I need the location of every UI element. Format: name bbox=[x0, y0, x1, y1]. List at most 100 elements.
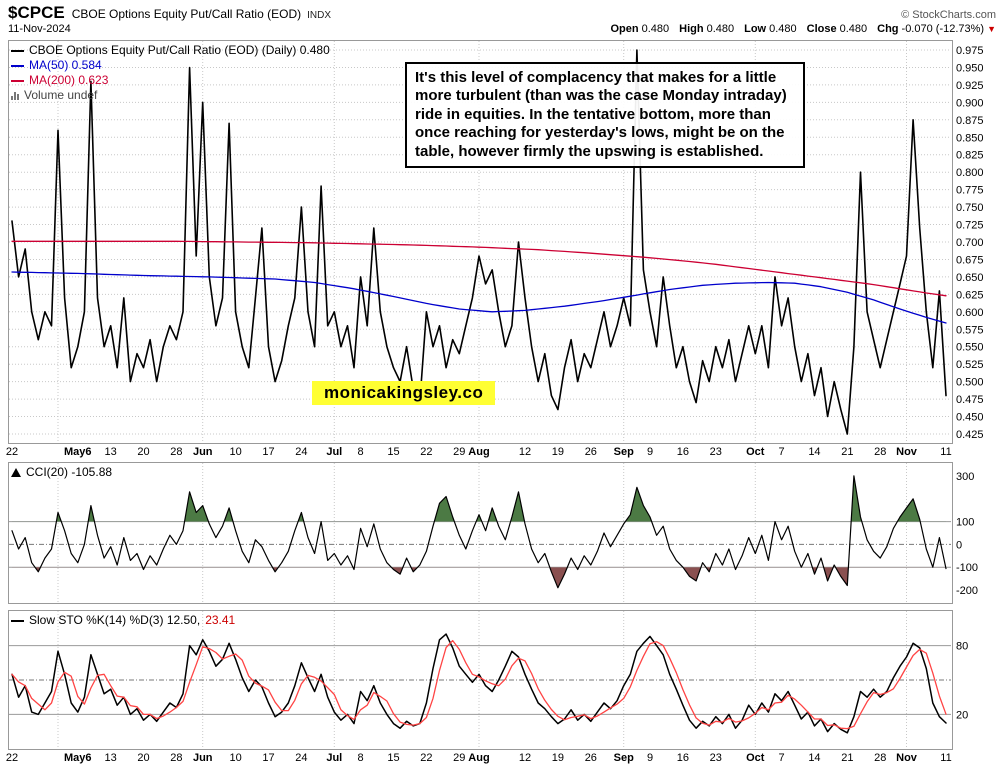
x-axis-label: Nov bbox=[896, 752, 917, 764]
x-axis-label: 13 bbox=[104, 752, 117, 764]
y-axis-label: 0.475 bbox=[956, 394, 984, 406]
sto-chart: 80 20 bbox=[8, 610, 968, 750]
chart-header: $CPCE CBOE Options Equity Put/Call Ratio… bbox=[0, 3, 1004, 40]
y-axis-label: 0.550 bbox=[956, 342, 984, 354]
x-axis-label: 29 bbox=[453, 446, 466, 458]
x-axis-label: 9 bbox=[646, 446, 654, 458]
quote-strip: Open 0.480 High 0.480 Low 0.480 Close 0.480 … bbox=[600, 23, 996, 35]
watermark: monicakingsley.co bbox=[312, 381, 496, 405]
main-chart-panel: 0.975 0.950 0.925 0.900 0.875 0.850 0.825 0.800… bbox=[0, 40, 1004, 444]
x-axis-label: 24 bbox=[295, 446, 308, 458]
ma50-line bbox=[11, 271, 947, 324]
cci-chart: 300 100 0 -100 -200 bbox=[8, 462, 978, 604]
symbol: $CPCE bbox=[8, 3, 65, 22]
y-axis-label: 20 bbox=[956, 709, 968, 721]
x-axis-label: 28 bbox=[170, 446, 183, 458]
sto-line-swatch bbox=[11, 619, 24, 622]
open-label: Open bbox=[610, 23, 639, 35]
x-axis-label: 16 bbox=[676, 752, 690, 764]
annotation-box: It's this level of complacency that make… bbox=[405, 62, 805, 169]
y-axis-label: 0.850 bbox=[956, 132, 984, 144]
open-value: 0.480 bbox=[641, 23, 670, 35]
volume-bars-icon bbox=[11, 91, 19, 100]
x-axis-label: 12 bbox=[518, 752, 532, 764]
x-axis-label: 14 bbox=[808, 446, 821, 458]
x-axis-label: 22 bbox=[420, 446, 433, 458]
low-label: Low bbox=[744, 23, 767, 35]
x-axis-label: 21 bbox=[841, 752, 854, 764]
cci-legend-label: CCI(20) -105.88 bbox=[26, 465, 113, 479]
x-axis-label: Oct bbox=[746, 752, 765, 764]
x-axis-label: 14 bbox=[808, 752, 821, 764]
x-axis-label: 17 bbox=[262, 446, 275, 458]
y-axis-label: 0.700 bbox=[956, 237, 984, 249]
x-axis-label: Jul bbox=[326, 446, 343, 458]
y-axis-label: -200 bbox=[956, 585, 978, 597]
sto-d-value: 23.41 bbox=[205, 613, 236, 627]
x-axis-label: 15 bbox=[387, 752, 400, 764]
cci-line bbox=[11, 475, 947, 589]
y-axis-label: 0.625 bbox=[956, 289, 984, 301]
x-axis-label: 19 bbox=[551, 446, 565, 458]
y-axis-label: 0.975 bbox=[956, 45, 984, 57]
x-axis-label: 22 bbox=[5, 446, 19, 458]
x-axis-label: 21 bbox=[841, 446, 854, 458]
ma200-line bbox=[11, 240, 947, 297]
sto-d-line bbox=[11, 639, 947, 730]
high-label: High bbox=[679, 23, 704, 35]
x-axis-label: 17 bbox=[262, 752, 275, 764]
y-axis-label: 0.750 bbox=[956, 202, 984, 214]
x-axis-label: 10 bbox=[229, 446, 242, 458]
cci-panel: 300 100 0 -100 -200 CCI(20) -105.88 bbox=[0, 462, 1004, 604]
chart-date: 11-Nov-2024 bbox=[8, 23, 71, 35]
ma50-legend-label: MA(50) 0.584 bbox=[29, 58, 102, 72]
volume-legend-label: Volume undef bbox=[24, 88, 98, 102]
down-arrow-icon: ▼ bbox=[987, 24, 996, 34]
x-axis-label: Oct bbox=[746, 446, 765, 458]
sto-legend: Slow STO %K(14) %D(3) 12.50, 23.41 bbox=[11, 613, 235, 628]
x-axis-labels-bottom: 22 May6 13 20 28 Jun 10 17 24 Jul 8 15 22 29 Aug 12 19 26… bbox=[0, 750, 1004, 768]
x-axis-label: 11 bbox=[940, 446, 952, 458]
main-chart-legend: CBOE Options Equity Put/Call Ratio (EOD)… bbox=[11, 43, 330, 103]
x-axis-label: 13 bbox=[104, 446, 117, 458]
x-axis-label: 22 bbox=[420, 752, 433, 764]
y-axis-label: 0.600 bbox=[956, 307, 984, 319]
x-axis-label: Sep bbox=[613, 752, 634, 764]
x-axis-label: Jun bbox=[192, 446, 213, 458]
x-axis-label: 28 bbox=[874, 446, 887, 458]
y-axis-label: 0.500 bbox=[956, 377, 984, 389]
x-axis-label: 24 bbox=[295, 752, 308, 764]
x-axis-label: 28 bbox=[170, 752, 183, 764]
exchange-label: INDX bbox=[307, 10, 332, 21]
x-axis-label: Nov bbox=[896, 446, 917, 458]
x-axis-label: 23 bbox=[709, 752, 722, 764]
y-axis-label: 0.950 bbox=[956, 62, 984, 74]
chg-label: Chg bbox=[877, 23, 899, 35]
x-axis-label: 7 bbox=[778, 446, 785, 458]
low-value: 0.480 bbox=[769, 23, 797, 35]
price-line-swatch bbox=[11, 49, 24, 52]
y-axis-label: 0.650 bbox=[956, 272, 984, 284]
x-axis-label: 26 bbox=[584, 752, 597, 764]
y-axis-label: 0.450 bbox=[956, 412, 984, 424]
y-axis-label: 0.925 bbox=[956, 80, 984, 92]
x-axis-label: May6 bbox=[64, 446, 92, 458]
x-axis-label: 22 bbox=[5, 752, 19, 764]
close-label: Close bbox=[806, 23, 837, 35]
high-value: 0.480 bbox=[706, 23, 735, 35]
sto-legend-label: Slow STO %K(14) %D(3) 12.50, bbox=[29, 613, 201, 627]
x-axis-label: 8 bbox=[357, 752, 364, 764]
y-axis-label: 100 bbox=[956, 517, 974, 529]
y-axis-label: 0.875 bbox=[956, 115, 984, 127]
x-axis-label: 15 bbox=[387, 446, 400, 458]
y-axis-label: 0.425 bbox=[956, 429, 984, 441]
y-axis-label: 0.825 bbox=[956, 150, 984, 162]
x-axis-label: Jun bbox=[192, 752, 213, 764]
price-legend-label: CBOE Options Equity Put/Call Ratio (EOD)… bbox=[29, 43, 330, 57]
x-axis-label: Jul bbox=[326, 752, 343, 764]
x-axis-label: 26 bbox=[584, 446, 597, 458]
x-axis-label: 9 bbox=[646, 752, 654, 764]
chg-value: -0.070 (-12.73%) bbox=[901, 23, 985, 35]
page-title: CBOE Options Equity Put/Call Ratio (EOD) bbox=[71, 7, 302, 21]
